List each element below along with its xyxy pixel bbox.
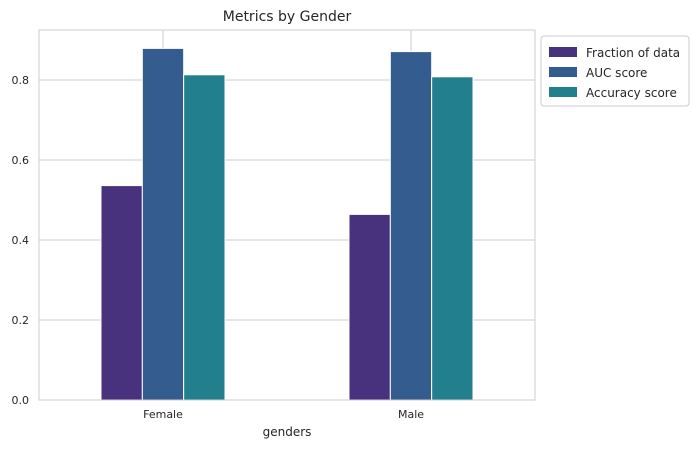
y-tick-label: 0.4: [12, 234, 30, 247]
legend-label: AUC score: [586, 66, 647, 80]
legend: Fraction of data AUC score Accuracy score: [540, 35, 690, 107]
legend-swatch: [549, 47, 577, 57]
y-tick-label: 0.2: [12, 314, 30, 327]
legend-box: [540, 35, 690, 107]
x-tick-label: Male: [398, 408, 424, 421]
x-tick-label: Female: [143, 408, 183, 421]
y-tick-label: 0.0: [12, 394, 30, 407]
legend-label: Accuracy score: [586, 86, 677, 100]
bar: [100, 185, 143, 401]
bar: [389, 51, 433, 401]
legend-swatch: [549, 67, 577, 77]
y-tick-label: 0.8: [12, 74, 30, 87]
y-tick-label: 0.6: [12, 154, 30, 167]
x-axis-label: genders: [263, 425, 312, 439]
bar: [141, 47, 185, 401]
bar: [183, 74, 226, 401]
plot-frame: [38, 29, 536, 401]
y-tick-labels: 0.0 0.2 0.4 0.6 0.8: [12, 74, 30, 407]
legend-swatch: [549, 87, 577, 97]
bar: [431, 76, 474, 401]
bar: [348, 213, 391, 401]
legend-label: Fraction of data: [586, 46, 680, 60]
x-tick-labels: Female Male: [143, 408, 424, 421]
chart-title: Metrics by Gender: [223, 9, 352, 25]
